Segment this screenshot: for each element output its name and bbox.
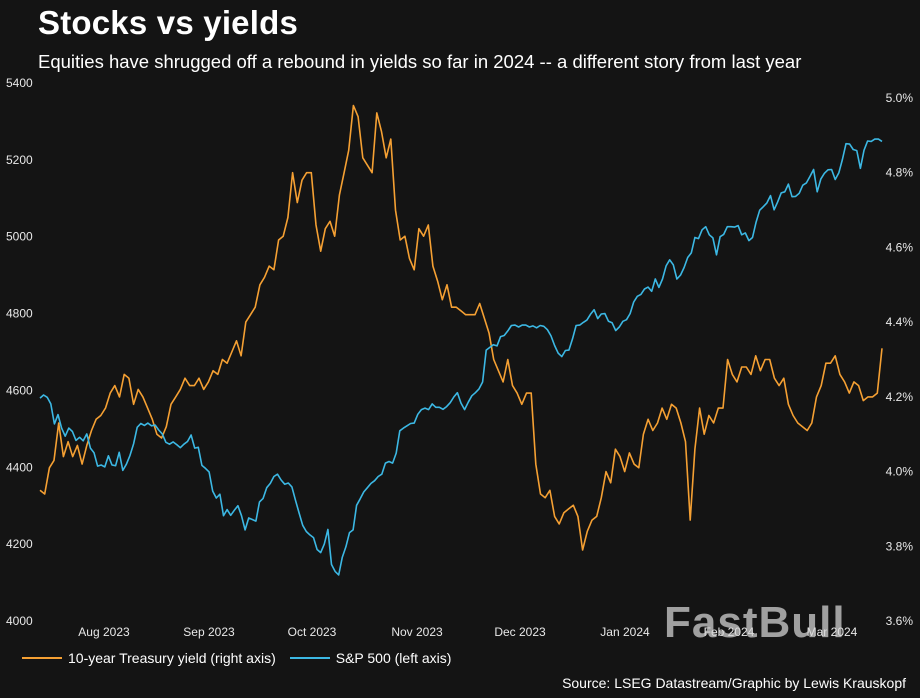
left-axis-tick: 4000 [6, 614, 33, 628]
right-axis-tick: 4.6% [886, 240, 914, 254]
left-axis-tick: 4800 [6, 307, 33, 321]
left-axis-tick: 4400 [6, 460, 33, 474]
left-axis-tick: 4600 [6, 383, 33, 397]
legend-swatch-yield [22, 657, 62, 659]
chart-subtitle: Equities have shrugged off a rebound in … [38, 51, 802, 72]
right-axis-tick: 4.0% [886, 465, 914, 479]
x-axis-tick: Aug 2023 [78, 625, 130, 639]
series-line-treasury-yield [39, 104, 883, 551]
x-axis-tick: Feb 2024 [704, 625, 755, 639]
left-axis-tick: 5200 [6, 153, 33, 167]
right-axis-tick: 3.6% [886, 614, 914, 628]
legend-item-yield: 10-year Treasury yield (right axis) [22, 650, 276, 666]
chart-title: Stocks vs yields [38, 4, 299, 41]
x-axis-tick: Nov 2023 [391, 625, 443, 639]
legend-item-sp500: S&P 500 (left axis) [289, 650, 452, 666]
chart-legend: 10-year Treasury yield (right axis) S&P … [22, 650, 465, 666]
left-axis-tick: 5000 [6, 230, 33, 244]
x-axis-tick: Mar 2024 [807, 625, 858, 639]
legend-swatch-sp500 [289, 657, 330, 659]
x-axis-tick: Sep 2023 [183, 625, 235, 639]
x-axis-tick: Dec 2023 [494, 625, 546, 639]
left-axis-tick: 4200 [6, 537, 33, 551]
right-axis-tick: 4.8% [886, 166, 914, 180]
right-axis-tick: 5.0% [886, 91, 914, 105]
right-axis-tick: 3.8% [886, 539, 914, 553]
right-axis-tick: 4.4% [886, 315, 914, 329]
source-credit: Source: LSEG Datastream/Graphic by Lewis… [562, 675, 906, 691]
watermark-logo: FastBull [664, 598, 846, 647]
legend-label-yield: 10-year Treasury yield (right axis) [68, 650, 276, 666]
left-axis-tick: 5400 [6, 76, 33, 90]
x-axis-tick: Jan 2024 [600, 625, 650, 639]
right-axis-tick: 4.2% [886, 390, 914, 404]
legend-label-sp500: S&P 500 (left axis) [335, 650, 452, 666]
series-line-sp500 [39, 138, 883, 576]
x-axis-tick: Oct 2023 [288, 625, 337, 639]
